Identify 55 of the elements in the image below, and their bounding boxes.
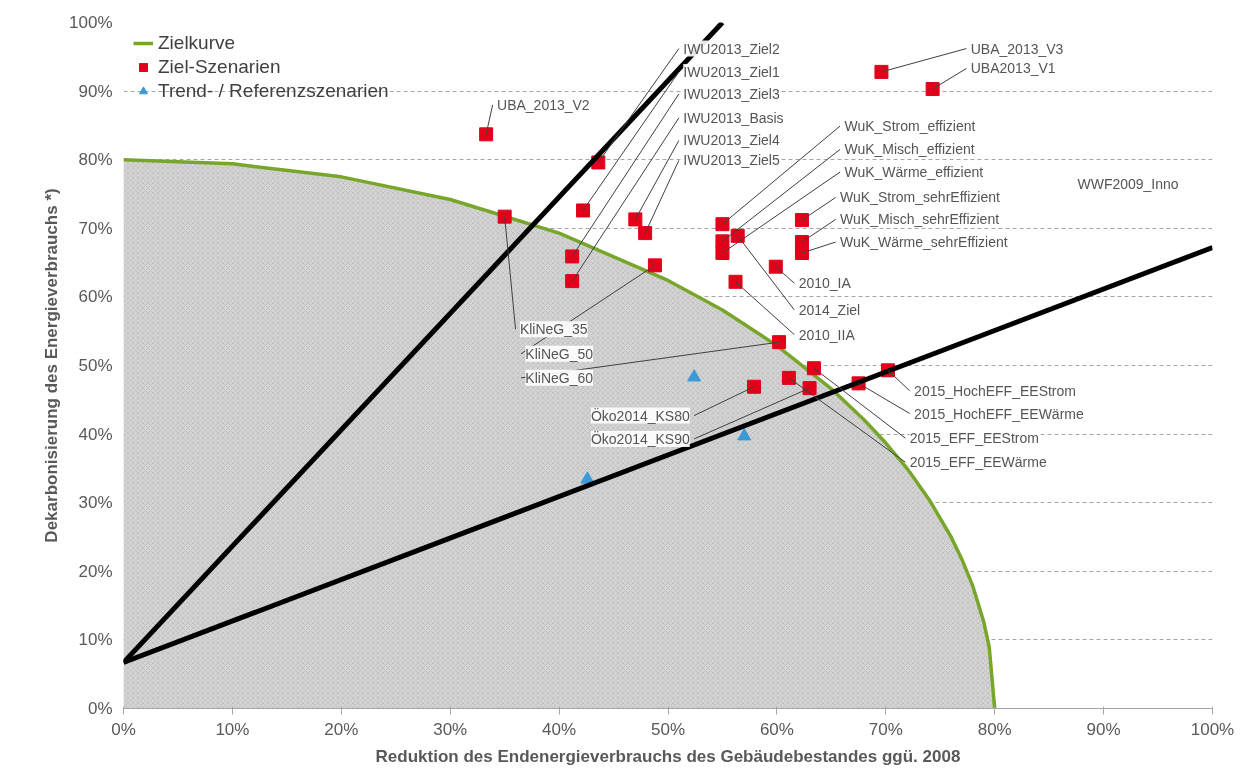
y-tick-label: 20% — [78, 561, 113, 581]
y-tick-label: 30% — [78, 493, 113, 513]
annotation: 2015_HochEFF_EEWärme — [914, 405, 1084, 422]
x-tick-label: 80% — [977, 719, 1012, 739]
x-tick-label: 50% — [650, 719, 686, 739]
annotation: WuK_Misch_sehrEffizient — [840, 211, 1000, 228]
legend-label: Trend- / Referenzszenarien — [158, 80, 389, 102]
y-tick-label: 50% — [78, 356, 113, 375]
x-tick-label: 0% — [111, 719, 136, 739]
y-tick-label: 0% — [87, 699, 113, 718]
annotation: WuK_Strom_effizient — [844, 118, 976, 135]
x-tick-label: 20% — [324, 719, 359, 739]
x-axis-title: Reduktion des Endenergieverbrauchs des Gebäudebestandes ggü. 2008 — [375, 746, 961, 766]
legend-label: Ziel-Szenarien — [158, 56, 281, 78]
x-tick-label: 10% — [215, 719, 250, 739]
annotation: 2015_HochEFF_EEStrom — [914, 382, 1076, 399]
annotation: 2015_EFF_EEWärme — [909, 454, 1047, 471]
y-tick-label: 70% — [78, 218, 113, 238]
annotation: 2010_IA — [798, 275, 852, 292]
annotation: KliNeG_60 — [525, 369, 594, 386]
annotation: UBA_2013_V3 — [970, 40, 1064, 57]
annotation: Öko2014_KS80 — [590, 406, 690, 424]
annotation: WuK_Wärme_sehrEffizient — [840, 234, 1008, 251]
annotation: WuK_Strom_sehrEffizient — [840, 189, 1000, 206]
y-tick-label: 80% — [78, 150, 113, 170]
annotation: 2010_IIA — [798, 326, 856, 343]
y-axis-title: Dekarbonisierung des Energieverbrauchs *) — [42, 188, 62, 543]
y-tick-label: 100% — [69, 13, 113, 32]
x-tick-label: 90% — [1086, 719, 1121, 739]
y-tick-label: 90% — [78, 81, 113, 101]
annotation: IWU2013_Ziel4 — [683, 132, 780, 149]
annotation: 2014_Ziel — [798, 301, 861, 318]
x-tick-label: 40% — [542, 719, 577, 739]
x-tick-label: 30% — [433, 719, 468, 739]
annotation: IWU2013_Ziel1 — [683, 63, 780, 80]
annotation: KliNeG_50 — [525, 345, 594, 362]
y-tick-label: 40% — [78, 424, 113, 444]
annotation: WuK_Wärme_effizient — [844, 164, 984, 181]
annotation: IWU2013_Basis — [683, 109, 784, 126]
annotation: UBA_2013_V2 — [497, 96, 590, 113]
annotation: WWF2009_Inno — [1077, 175, 1179, 192]
annotation: IWU2013_Ziel5 — [683, 152, 780, 169]
annotation: UBA2013_V1 — [970, 60, 1056, 77]
x-tick-label: 100% — [1190, 719, 1235, 739]
annotation: WuK_Misch_effizient — [844, 141, 975, 158]
annotation: KliNeG_35 — [519, 321, 588, 338]
x-tick-label: 60% — [759, 719, 794, 739]
annotation: IWU2013_Ziel3 — [683, 85, 780, 102]
annotation: IWU2013_Ziel2 — [683, 40, 780, 57]
x-tick-label: 70% — [868, 719, 903, 739]
y-tick-label: 10% — [78, 630, 113, 650]
annotation: Öko2014_KS90 — [590, 429, 690, 447]
y-tick-label: 60% — [78, 287, 113, 307]
legend-label: Zielkurve — [158, 32, 236, 54]
annotation: 2015_EFF_EEStrom — [909, 430, 1039, 447]
